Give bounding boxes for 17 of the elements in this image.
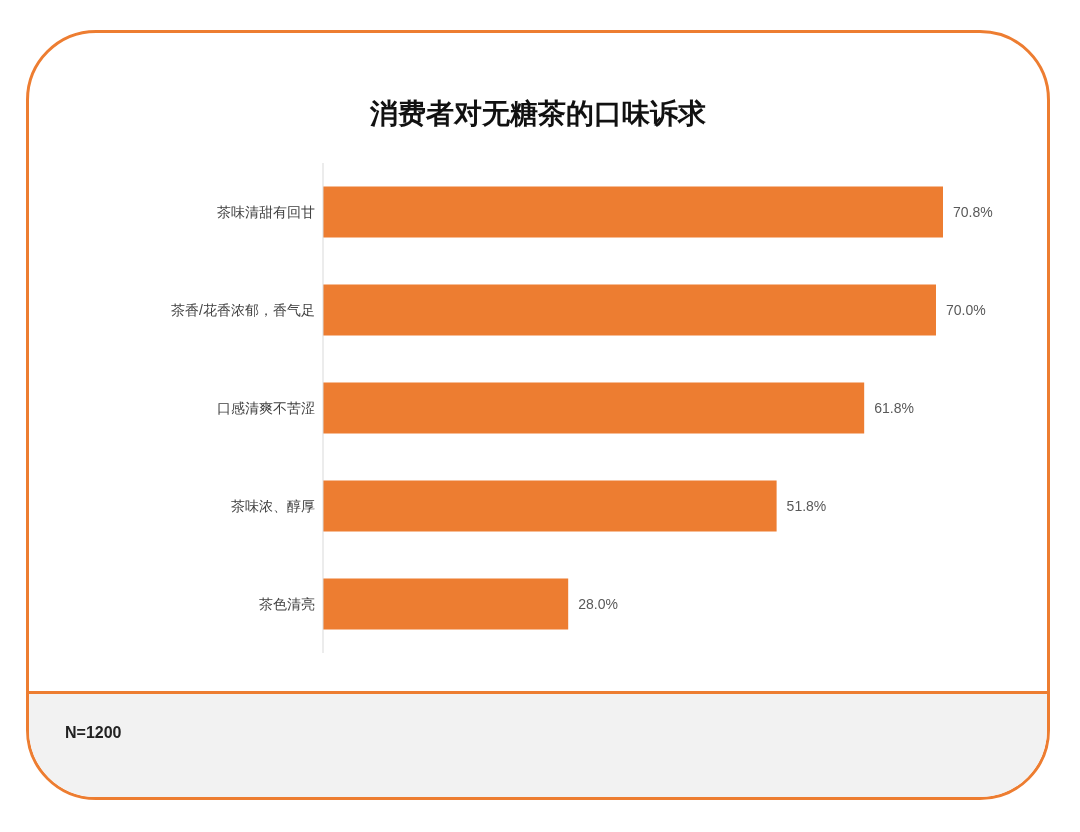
y-tick-label: 口感清爽不苦涩 — [217, 399, 315, 416]
data-label: 51.8% — [786, 497, 827, 514]
bar — [323, 284, 936, 336]
data-label: 28.0% — [578, 595, 618, 612]
bar — [323, 382, 865, 434]
bar — [323, 480, 777, 532]
y-tick-label: 茶味清甜有回甘 — [217, 203, 315, 220]
chart-title: 消费者对无糖茶的口味诉求 — [369, 97, 707, 131]
bar — [323, 578, 569, 630]
data-label: 70.0% — [945, 301, 986, 318]
bar — [323, 186, 943, 238]
data-label: 70.8% — [953, 203, 993, 220]
y-tick-label: 茶香/花香浓郁，香气足 — [171, 301, 315, 318]
data-label: 61.8% — [874, 399, 914, 416]
y-tick-label: 茶味浓、醇厚 — [231, 497, 315, 514]
text: N=1200 — [65, 724, 122, 742]
y-tick-label: 茶色清亮 — [259, 595, 315, 612]
